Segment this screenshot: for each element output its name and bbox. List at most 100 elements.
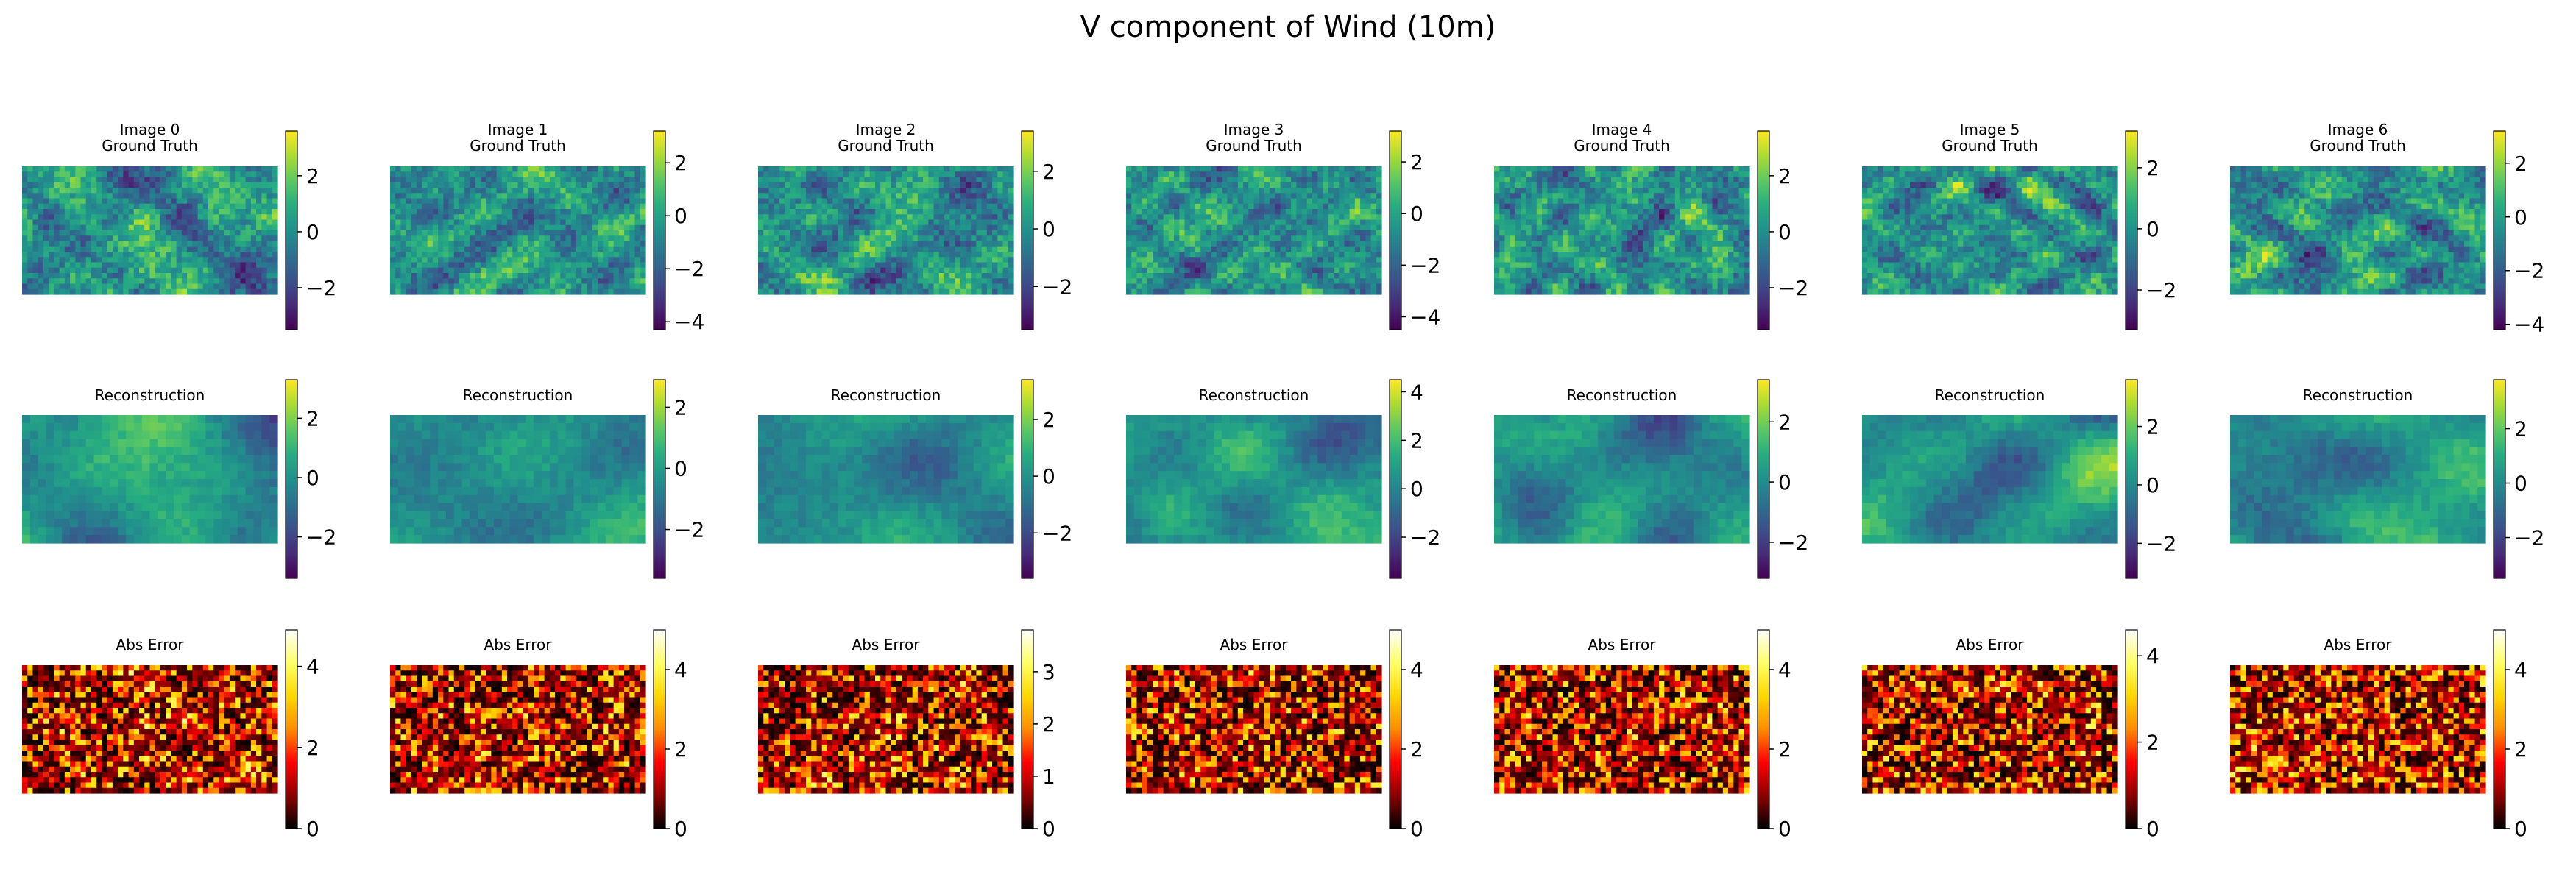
heatmap-cell bbox=[1317, 273, 1324, 279]
heatmap-cell bbox=[123, 166, 130, 172]
heatmap-cell bbox=[229, 219, 236, 226]
heatmap-cell bbox=[592, 230, 598, 236]
heatmap-cell bbox=[1174, 267, 1180, 274]
heatmap-cell bbox=[912, 257, 919, 263]
heatmap-cell bbox=[790, 267, 796, 274]
heatmap-cell bbox=[955, 262, 961, 269]
heatmap-cell bbox=[634, 171, 641, 178]
heatmap-cell bbox=[411, 257, 417, 263]
heatmap-cell bbox=[1354, 177, 1361, 183]
heatmap-cell bbox=[118, 177, 124, 183]
heatmap-cell bbox=[470, 252, 476, 258]
heatmap-cell bbox=[155, 252, 161, 258]
heatmap-cell bbox=[102, 230, 108, 236]
heatmap-cell bbox=[613, 203, 620, 210]
heatmap-cell bbox=[43, 273, 49, 279]
heatmap-cell bbox=[1211, 278, 1217, 285]
heatmap-cell bbox=[1237, 246, 1244, 252]
heatmap-cell bbox=[1306, 273, 1313, 279]
heatmap-cell bbox=[1264, 209, 1270, 215]
heatmap-cell bbox=[912, 267, 919, 274]
heatmap-cell bbox=[902, 219, 908, 226]
heatmap-cell bbox=[1653, 193, 1660, 199]
heatmap-cell bbox=[896, 203, 902, 210]
heatmap-cell bbox=[517, 219, 524, 226]
heatmap-cell bbox=[928, 203, 935, 210]
heatmap-cell bbox=[245, 224, 252, 231]
heatmap-cell bbox=[1206, 267, 1212, 274]
heatmap-cell bbox=[581, 193, 588, 199]
heatmap-cell bbox=[139, 203, 145, 210]
heatmap-cell bbox=[624, 193, 630, 199]
heatmap-cell bbox=[779, 219, 785, 226]
heatmap-cell bbox=[75, 278, 82, 285]
heatmap-cell bbox=[1333, 182, 1340, 188]
heatmap-cell bbox=[523, 203, 529, 210]
heatmap-cell bbox=[1131, 273, 1138, 279]
heatmap-cell bbox=[512, 188, 519, 194]
heatmap-cell bbox=[581, 246, 588, 252]
heatmap-cell bbox=[587, 252, 593, 258]
heatmap-cell bbox=[1296, 235, 1303, 242]
heatmap-cell bbox=[938, 252, 945, 258]
heatmap-cell bbox=[1147, 224, 1153, 231]
heatmap-cell bbox=[80, 188, 87, 194]
heatmap-cell bbox=[1168, 257, 1175, 263]
heatmap-cell bbox=[923, 166, 929, 172]
heatmap-cell bbox=[250, 188, 257, 194]
heatmap-cell bbox=[891, 241, 897, 247]
heatmap-cell bbox=[1306, 235, 1313, 242]
heatmap-cell bbox=[986, 246, 993, 252]
heatmap-cell bbox=[1552, 193, 1559, 199]
heatmap-cell bbox=[85, 257, 92, 263]
panel-row-title: Ground Truth bbox=[470, 137, 566, 155]
heatmap-cell bbox=[981, 224, 988, 231]
heatmap-cell bbox=[560, 230, 567, 236]
heatmap-cell bbox=[960, 283, 966, 290]
heatmap-cell bbox=[960, 224, 966, 231]
heatmap-cell bbox=[885, 224, 892, 231]
heatmap-cell bbox=[1349, 224, 1356, 231]
heatmap-cell bbox=[197, 224, 204, 231]
heatmap-cell bbox=[1333, 257, 1340, 263]
heatmap-cell bbox=[1211, 235, 1217, 242]
heatmap-cell bbox=[1222, 198, 1228, 205]
heatmap-cell bbox=[432, 246, 439, 252]
heatmap-cell bbox=[965, 203, 972, 210]
heatmap-cell bbox=[902, 235, 908, 242]
heatmap-cell bbox=[443, 177, 450, 183]
heatmap-cell bbox=[432, 219, 439, 226]
heatmap-cell bbox=[923, 198, 929, 205]
heatmap-cell bbox=[155, 198, 161, 205]
heatmap-cell bbox=[576, 224, 582, 231]
heatmap-cell bbox=[96, 235, 103, 242]
heatmap-cell bbox=[1733, 171, 1740, 178]
heatmap-cell bbox=[1216, 267, 1222, 274]
heatmap-cell bbox=[85, 182, 92, 188]
heatmap-cell bbox=[618, 177, 625, 183]
heatmap-cell bbox=[603, 182, 609, 188]
colorbar bbox=[1389, 130, 1402, 330]
heatmap-cell bbox=[1227, 214, 1234, 221]
heatmap-cell bbox=[1494, 177, 1500, 183]
heatmap-cell bbox=[224, 177, 230, 183]
heatmap-cell bbox=[576, 273, 582, 279]
heatmap-cell bbox=[112, 209, 118, 215]
heatmap-cell bbox=[491, 235, 498, 242]
heatmap-cell bbox=[1232, 177, 1239, 183]
heatmap-cell bbox=[1222, 283, 1228, 290]
heatmap-cell bbox=[1227, 246, 1234, 252]
heatmap-cell bbox=[1291, 166, 1297, 172]
heatmap-cell bbox=[192, 267, 199, 274]
heatmap-cell bbox=[854, 188, 860, 194]
heatmap-cell bbox=[464, 267, 471, 274]
heatmap-cell bbox=[1184, 166, 1191, 172]
heatmap-cell bbox=[272, 224, 278, 231]
heatmap-cell bbox=[1521, 182, 1526, 188]
heatmap-cell bbox=[608, 171, 615, 178]
heatmap-cell bbox=[1275, 257, 1281, 263]
heatmap-cell bbox=[843, 262, 849, 269]
heatmap-cell bbox=[1317, 288, 1324, 295]
heatmap-cell bbox=[1147, 267, 1153, 274]
heatmap-cell bbox=[608, 252, 615, 258]
